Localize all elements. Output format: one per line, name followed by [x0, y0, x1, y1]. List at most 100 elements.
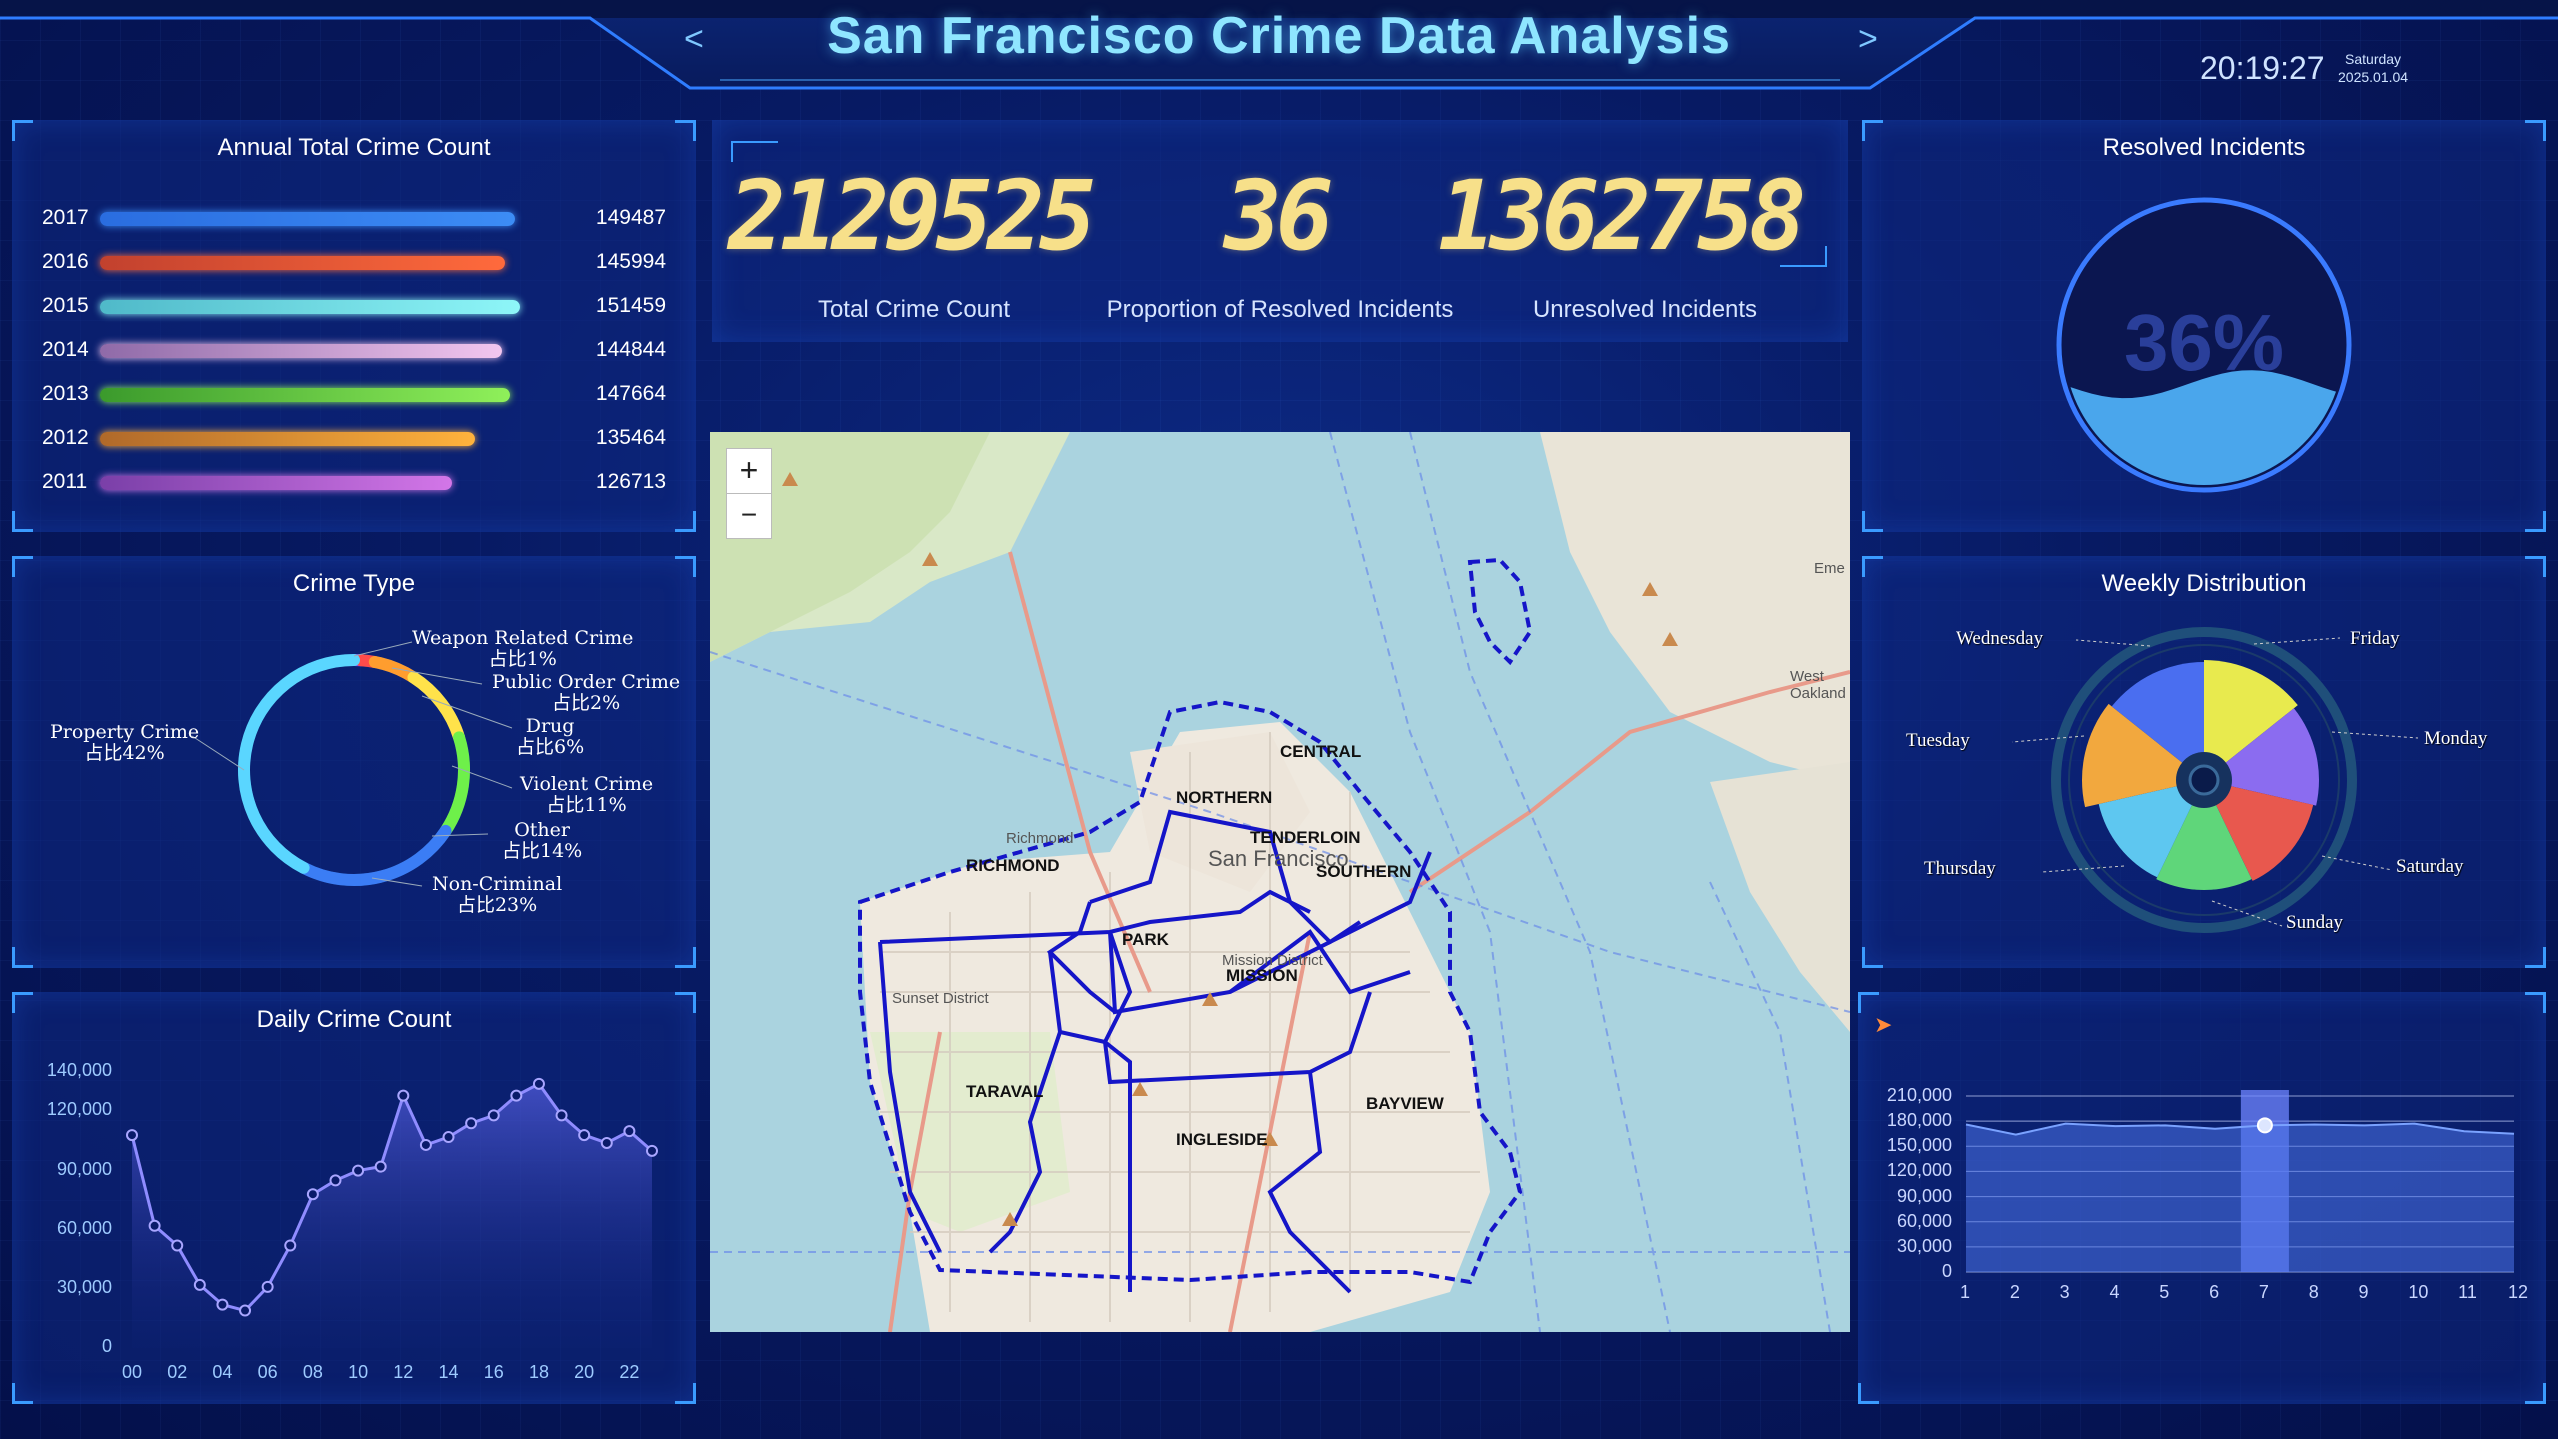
monthly-highlight-point[interactable] — [2256, 1117, 2273, 1134]
monthly-panel: ➤ 210,000 180,000 150,000 120,000 90,000 60,0… — [1858, 992, 2546, 1404]
annual-value-label: 126713 — [595, 470, 666, 493]
annual-title: Annual Total Crime Count — [217, 134, 491, 161]
daily-point[interactable] — [193, 1278, 206, 1291]
kpi-unresolved-value: 1362758 — [1438, 160, 1807, 272]
place-sunset: Sunset District — [892, 990, 989, 1007]
daily-point[interactable] — [532, 1077, 545, 1090]
daily-point[interactable] — [419, 1138, 432, 1151]
monthly-x-tick: 8 — [2308, 1282, 2319, 1302]
zoom-in-button[interactable]: + — [726, 448, 772, 494]
weekly-slice[interactable] — [2111, 662, 2204, 780]
daily-y-tick: 90,000 — [56, 1158, 112, 1179]
crime-slice[interactable] — [368, 655, 420, 684]
daily-point[interactable] — [126, 1129, 138, 1142]
label-property: Property Crime 占比42% — [50, 721, 200, 764]
annual-bar — [100, 344, 502, 358]
kpi-panel — [712, 120, 1848, 342]
district-central: CENTRAL — [1280, 742, 1362, 761]
district-richmond: RICHMOND — [966, 856, 1060, 875]
annual-panel: Annual Total Crime Count 2017 149487 2016 1… — [12, 120, 696, 532]
daily-point[interactable] — [623, 1125, 636, 1138]
resolved-title: Resolved Incidents — [2102, 134, 2306, 161]
daily-point[interactable] — [600, 1136, 613, 1149]
daily-point[interactable] — [239, 1304, 252, 1317]
resolved-gauge: 36% — [2056, 197, 2352, 493]
clock-time: 20:19:27 — [2200, 50, 2325, 86]
district-northern: NORTHERN — [1176, 788, 1273, 807]
weekly-label-thursday: Thursday — [1924, 858, 1996, 879]
daily-point[interactable] — [261, 1280, 274, 1293]
daily-point[interactable] — [578, 1129, 591, 1142]
daily-point[interactable] — [555, 1109, 568, 1122]
chevron-right-icon[interactable]: ➤ — [1874, 1012, 1893, 1037]
label-leader-line — [431, 833, 489, 837]
label-leader-line — [391, 667, 483, 685]
daily-point[interactable] — [442, 1131, 455, 1144]
weekly-rose-chart — [2011, 627, 2419, 933]
daily-point[interactable] — [284, 1239, 297, 1252]
monthly-x-tick: 10 — [2408, 1282, 2429, 1302]
district-taraval: TARAVAL — [966, 1082, 1044, 1101]
monthly-x-tick: 6 — [2209, 1282, 2220, 1302]
weekly-slice[interactable] — [2156, 780, 2252, 890]
daily-y-tick: 0 — [101, 1336, 112, 1356]
weekly-leader-line — [2075, 639, 2151, 647]
annual-bar — [100, 476, 452, 490]
daily-point[interactable] — [329, 1174, 342, 1187]
crime-slice[interactable] — [238, 654, 360, 874]
weekly-label-wednesday: Wednesday — [1956, 628, 2044, 649]
weekly-leader-line — [2331, 731, 2419, 739]
district-mission: MISSION — [1226, 966, 1298, 985]
daily-x-tick: 02 — [167, 1362, 188, 1382]
weekly-label-friday: Friday — [2350, 628, 2400, 649]
monthly-x-tick: 12 — [2508, 1282, 2529, 1302]
weekday-label: Saturday — [2345, 51, 2402, 67]
label-public-order: Public Order Crime 占比2% — [492, 671, 681, 714]
weekly-panel: Weekly Distribution Friday Monday Saturd… — [1862, 556, 2546, 968]
map-view[interactable]: + − CENTRAL NORTHERN RICHMOND TENDERLOIN… — [710, 432, 1850, 1332]
daily-x-tick: 06 — [257, 1362, 278, 1382]
daily-point[interactable] — [352, 1164, 365, 1177]
daily-point[interactable] — [306, 1188, 319, 1201]
annual-bar — [100, 388, 510, 402]
daily-point[interactable] — [374, 1160, 387, 1173]
annual-row: 2014 144844 — [12, 332, 696, 372]
weekly-slice[interactable] — [2082, 703, 2204, 808]
daily-x-tick: 20 — [574, 1362, 595, 1382]
zoom-out-button[interactable]: − — [726, 493, 772, 539]
daily-point[interactable] — [487, 1109, 500, 1122]
annual-row: 2012 135464 — [12, 420, 696, 460]
weekly-title: Weekly Distribution — [2101, 570, 2307, 597]
daily-x-tick: 00 — [122, 1362, 143, 1382]
prev-arrow-button[interactable]: < — [684, 20, 704, 58]
label-other: Other 占比14% — [502, 819, 583, 862]
district-park: PARK — [1122, 930, 1169, 949]
annual-value-label: 149487 — [595, 206, 666, 229]
label-drug: Drug 占比6% — [516, 715, 585, 758]
label-leader-line — [371, 877, 423, 887]
daily-point[interactable] — [171, 1239, 184, 1252]
daily-x-tick: 18 — [528, 1362, 549, 1382]
weekly-slice[interactable] — [2098, 780, 2204, 878]
daily-area — [132, 1083, 652, 1348]
daily-point[interactable] — [510, 1089, 523, 1102]
weekly-slice[interactable] — [2204, 708, 2319, 806]
annual-year-label: 2017 — [42, 206, 89, 229]
crime-slice[interactable] — [407, 671, 466, 744]
next-arrow-button[interactable]: > — [1858, 20, 1878, 58]
weekly-slice[interactable] — [2204, 660, 2298, 780]
monthly-x-tick: 2 — [2009, 1282, 2020, 1302]
weekly-label-monday: Monday — [2424, 728, 2488, 749]
daily-x-tick: 14 — [438, 1362, 459, 1382]
daily-x-tick: 10 — [348, 1362, 369, 1382]
weekly-slice[interactable] — [2204, 780, 2314, 881]
daily-point[interactable] — [216, 1298, 229, 1311]
daily-point[interactable] — [397, 1089, 410, 1102]
crime-slice[interactable] — [297, 824, 452, 886]
label-leader-line — [421, 695, 513, 729]
crime-slice[interactable] — [439, 731, 470, 837]
daily-point[interactable] — [148, 1219, 161, 1232]
daily-point[interactable] — [646, 1144, 658, 1157]
daily-point[interactable] — [465, 1117, 478, 1130]
crime-type-panel: Crime Type Weapon Related Crime 占比1% Publ… — [12, 556, 696, 968]
